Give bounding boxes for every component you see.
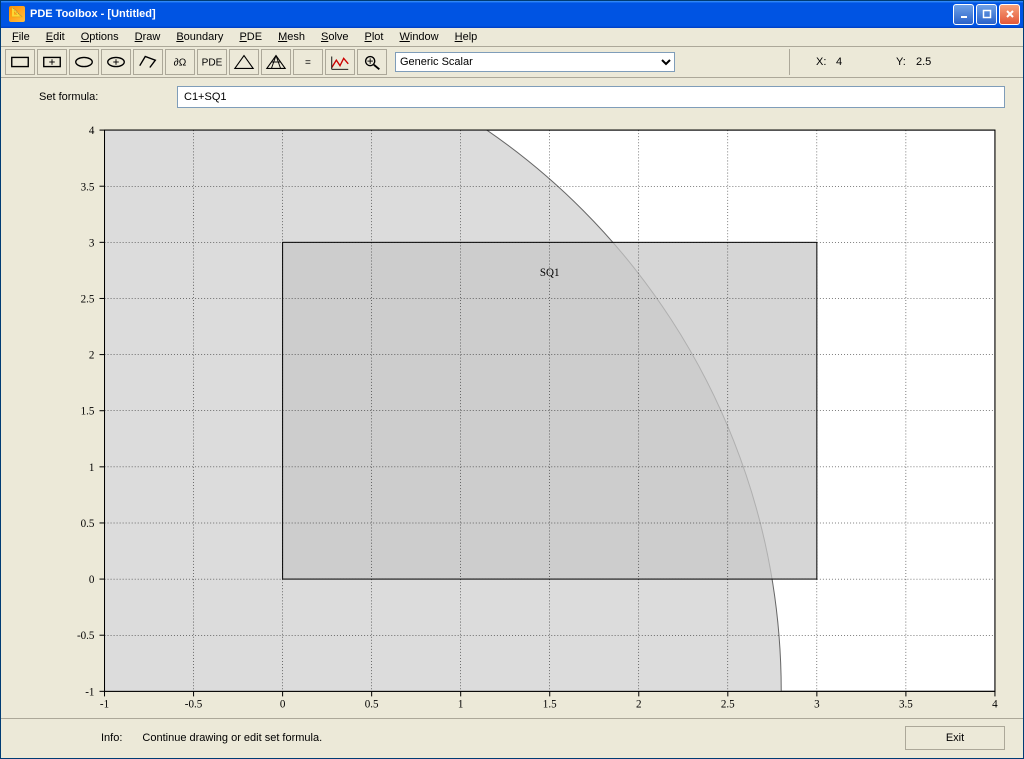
title-bar[interactable]: PDE Toolbox - [Untitled] [1,1,1023,28]
y-tick-label: 3.5 [81,181,95,193]
toolbar-rectangle-button[interactable] [5,49,35,75]
menu-options[interactable]: Options [74,29,126,45]
x-tick-label: 0.5 [365,699,379,711]
application-mode-select[interactable]: Generic ScalarGeneric SystemStructural M… [395,52,675,72]
x-tick-label: -0.5 [185,699,203,711]
y-tick-label: 2 [89,350,95,362]
toolbar: ∂Ω PDE = Generic ScalarGeneric SystemStruc… [1,47,1023,78]
formula-label: Set formula: [39,91,169,103]
plot-canvas[interactable]: SQ1-1-0.500.511.522.533.54-1-0.500.511.5… [19,122,1005,714]
x-tick-label: 0 [280,699,286,711]
toolbar-plot-button[interactable] [325,49,355,75]
footer-bar: Info: Continue drawing or edit set formu… [1,718,1023,758]
toolbar-boundary-mode-button[interactable]: ∂Ω [165,49,195,75]
x-value: 4 [836,56,872,68]
formula-row: Set formula: [1,78,1023,118]
plot-container: SQ1-1-0.500.511.522.533.54-1-0.500.511.5… [1,118,1023,718]
menu-pde[interactable]: PDE [232,29,269,45]
menu-edit[interactable]: Edit [39,29,72,45]
minimize-button[interactable] [953,4,974,25]
toolbar-ellipse-button[interactable] [69,49,99,75]
y-tick-label: 0.5 [81,518,95,530]
x-tick-label: -1 [100,699,109,711]
svg-text:=: = [305,58,311,69]
svg-text:∂Ω: ∂Ω [174,58,187,69]
menu-help[interactable]: Help [448,29,485,45]
formula-input[interactable] [177,86,1005,108]
menu-solve[interactable]: Solve [314,29,356,45]
x-tick-label: 2.5 [721,699,735,711]
info-text: Continue drawing or edit set formula. [142,732,905,744]
svg-text:PDE: PDE [202,58,223,69]
application-mode-dropdown[interactable]: Generic ScalarGeneric SystemStructural M… [395,52,675,72]
y-tick-label: 1.5 [81,406,95,418]
toolbar-polygon-button[interactable] [133,49,163,75]
y-value: 2.5 [916,56,952,68]
toolbar-mesh-init-button[interactable] [229,49,259,75]
y-tick-label: -1 [85,686,94,698]
shape-square-sq1[interactable] [283,242,817,579]
window-title: PDE Toolbox - [Untitled] [30,8,953,20]
cursor-coordinates: X: 4 Y: 2.5 [789,49,1019,75]
toolbar-mesh-refine-button[interactable] [261,49,291,75]
toolbar-zoom-button[interactable] [357,49,387,75]
x-tick-label: 3 [814,699,820,711]
y-tick-label: 3 [89,237,95,249]
toolbar-pde-mode-button[interactable]: PDE [197,49,227,75]
menu-boundary[interactable]: Boundary [169,29,230,45]
toolbar-solve-button[interactable]: = [293,49,323,75]
x-tick-label: 3.5 [899,699,913,711]
app-window: PDE Toolbox - [Untitled] FileEditOptions… [0,0,1024,759]
y-tick-label: 0 [89,574,95,586]
menu-mesh[interactable]: Mesh [271,29,312,45]
y-label: Y: [896,56,912,68]
y-tick-label: 2.5 [81,294,95,306]
maximize-button[interactable] [976,4,997,25]
x-tick-label: 4 [992,699,998,711]
info-label: Info: [101,732,122,744]
menu-window[interactable]: Window [392,29,445,45]
y-tick-label: 4 [89,125,95,137]
window-controls [953,4,1020,25]
x-tick-label: 2 [636,699,642,711]
x-tick-label: 1.5 [543,699,557,711]
y-tick-label: 1 [89,462,95,474]
exit-button[interactable]: Exit [905,726,1005,750]
toolbar-ellipse-center-button[interactable] [101,49,131,75]
y-tick-label: -0.5 [77,630,95,642]
close-button[interactable] [999,4,1020,25]
menu-draw[interactable]: Draw [128,29,168,45]
plot-area[interactable]: SQ1-1-0.500.511.522.533.54-1-0.500.511.5… [19,122,1005,714]
toolbar-rectangle-center-button[interactable] [37,49,67,75]
app-icon [9,6,25,22]
x-label: X: [816,56,832,68]
menu-bar: FileEditOptionsDrawBoundaryPDEMeshSolveP… [1,28,1023,47]
menu-plot[interactable]: Plot [358,29,391,45]
menu-file[interactable]: File [5,29,37,45]
x-tick-label: 1 [458,699,464,711]
